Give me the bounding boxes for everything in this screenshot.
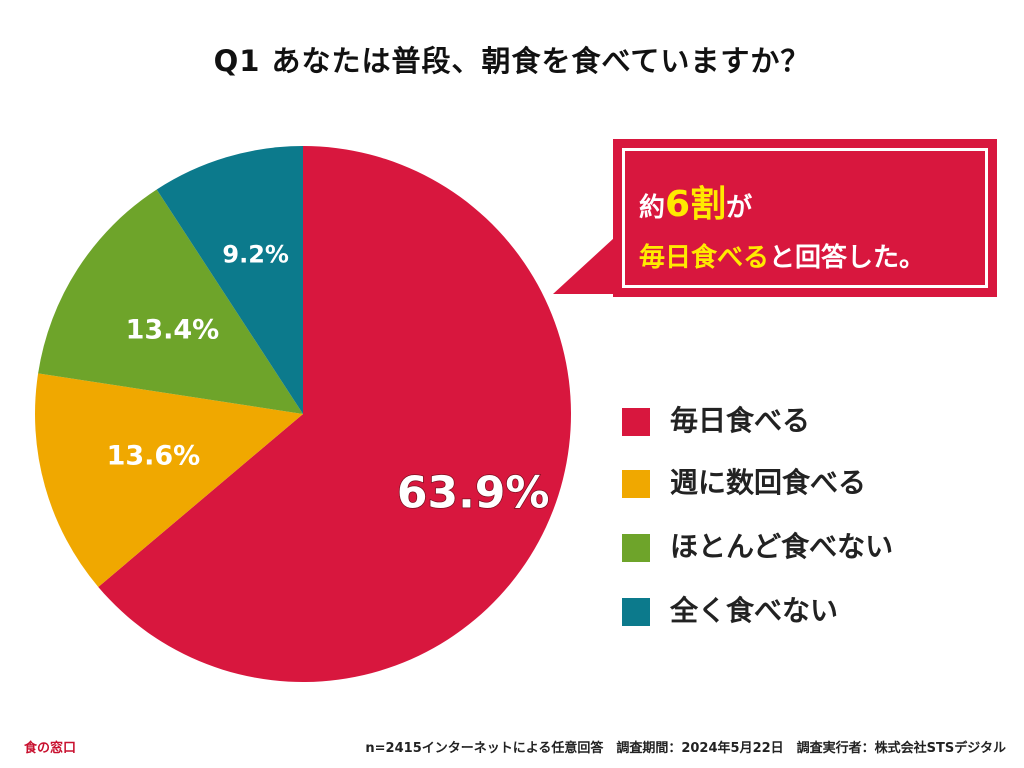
legend-swatch-weekly — [622, 470, 650, 498]
callout-pointer — [553, 238, 614, 294]
callout-line-2: 毎日食べると回答した。 — [639, 237, 925, 274]
callout-border: 約6割が 毎日食べると回答した。 — [622, 148, 988, 288]
slice-label-weekly: 13.6% — [107, 441, 201, 472]
pie-slice-rarely — [38, 189, 303, 414]
legend-swatch-daily — [622, 408, 650, 436]
pie-slice-never — [156, 146, 303, 414]
pie-slice-weekly — [34, 373, 303, 587]
slice-label-daily: 63.9% — [397, 468, 550, 519]
callout-highlight-answer: 毎日食べる — [639, 243, 770, 273]
callout-prefix: 約 — [639, 193, 666, 223]
footer-source: 食の窓口 — [24, 741, 77, 756]
slice-label-rarely: 13.4% — [126, 314, 220, 345]
slice-label-never: 9.2% — [222, 241, 289, 269]
legend-label: 毎日食べる — [670, 404, 811, 437]
callout-line-1: 約6割が — [639, 175, 752, 227]
legend-label: ほとんど食べない — [670, 530, 894, 563]
legend-swatch-rarely — [622, 534, 650, 562]
legend-swatch-never — [622, 598, 650, 626]
callout-suffix-1: が — [726, 193, 753, 223]
footer-note: n=2415インターネットによる任意回答 調査期間：2024年5月22日 調査実… — [365, 741, 1006, 756]
callout-suffix-2: と回答した。 — [769, 243, 926, 273]
legend-label: 全く食べない — [670, 594, 839, 627]
pie-slice-daily — [98, 146, 571, 682]
callout-highlight-ratio: 6割 — [665, 184, 727, 225]
legend-label: 週に数回食べる — [670, 466, 867, 499]
chart-title: Q1 あなたは普段、朝食を食べていますか？ — [213, 44, 811, 78]
callout-box: 約6割が 毎日食べると回答した。 — [613, 139, 997, 297]
